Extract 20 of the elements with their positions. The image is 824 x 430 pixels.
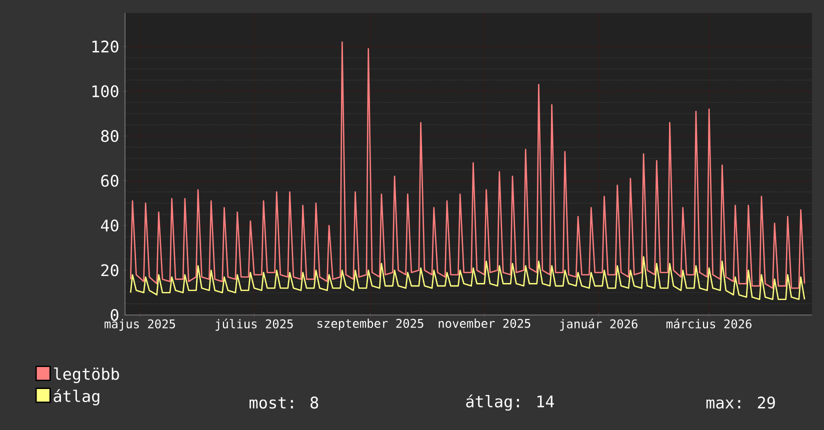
y-tick-label: 60 [101,174,118,187]
line-series [130,256,806,300]
x-tick-label: július 2025 [216,318,293,331]
y-tick-label: 80 [101,130,118,142]
x-tick-label: március 2026 [666,318,752,328]
y-tick-label: 20 [101,264,118,276]
text: átlag: 14 [466,394,554,411]
x-tick-label: május 2025 [104,318,175,331]
x-tick-label: november 2025 [438,318,530,328]
legend-label: átlag [54,389,100,406]
y-tick-label: 0 [110,308,118,322]
text: max: 29 [706,396,775,409]
text: most: 8 [250,396,318,409]
y-tick-label: 100 [92,85,118,98]
y-tick-label: 40 [100,219,118,232]
x-tick-label: január 2026 [560,318,638,331]
x-tick-label: szeptember 2025 [318,318,424,330]
y-tick-label: 120 [92,40,118,53]
legend-label: legtöbb [54,368,119,384]
line-series [130,41,806,289]
